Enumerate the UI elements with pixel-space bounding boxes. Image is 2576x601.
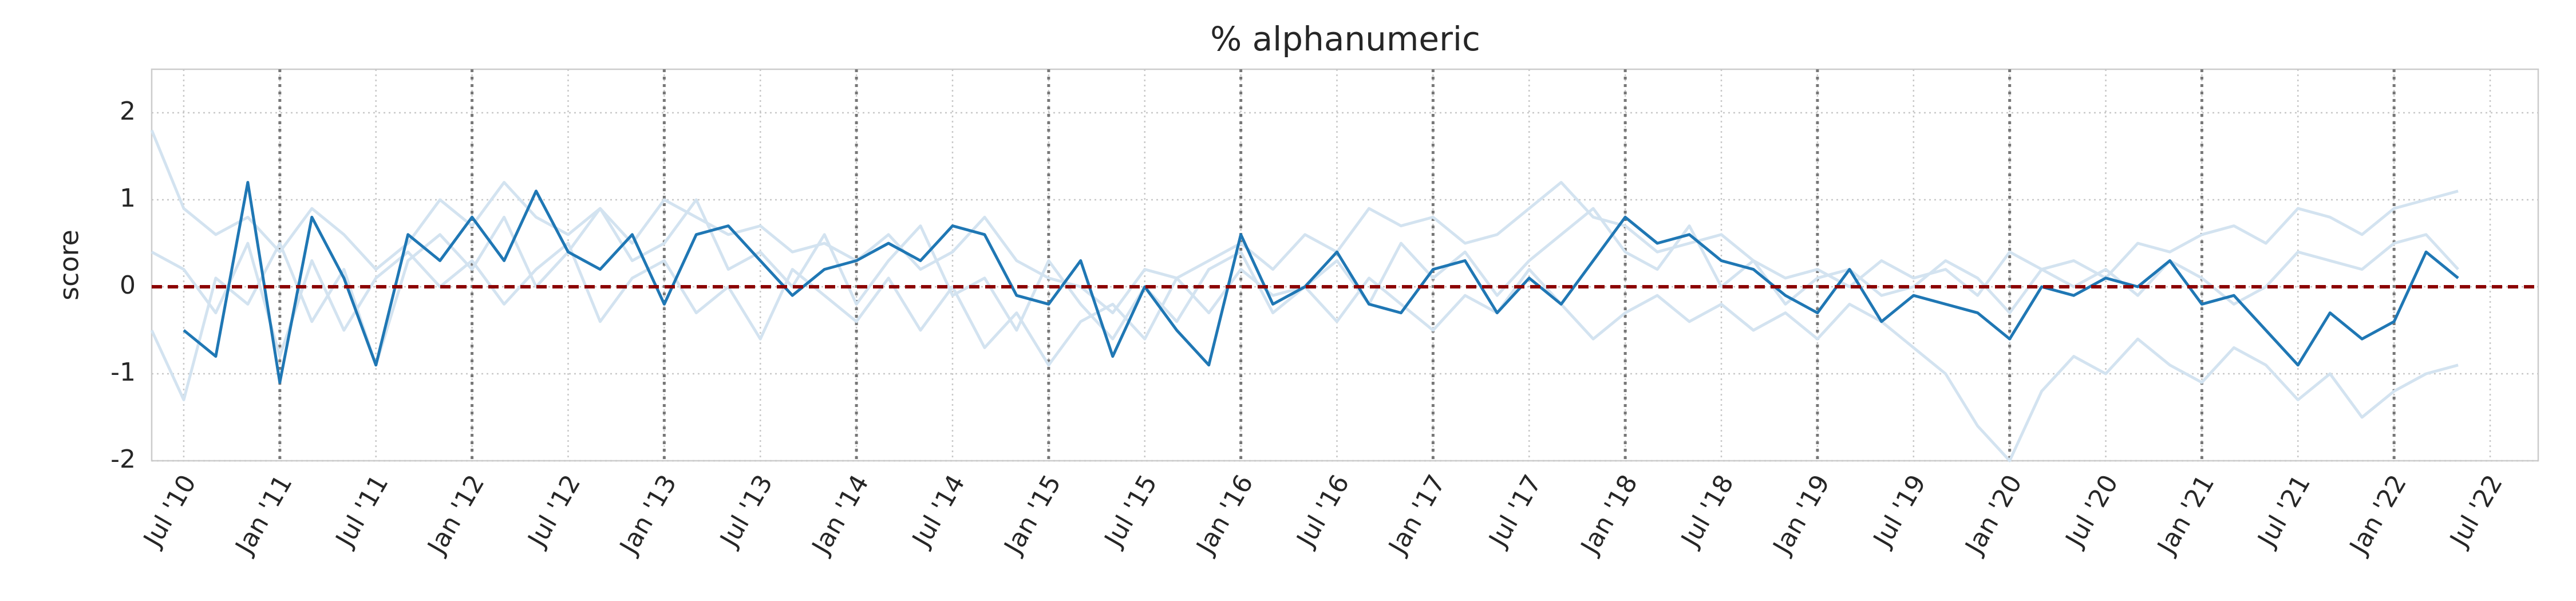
x-tick-label: Jan '16 <box>1190 470 1259 560</box>
x-tick-label: Jul '20 <box>2059 470 2124 553</box>
x-tick-label: Jan '12 <box>421 470 491 560</box>
y-tick-label: 0 <box>120 271 136 300</box>
x-tick-label: Jan '17 <box>1382 470 1452 560</box>
x-tick-label: Jan '18 <box>1574 470 1643 560</box>
x-tick-label: Jan '20 <box>1959 470 2028 560</box>
x-tick-label: Jul '17 <box>1483 470 1547 553</box>
y-tick-label: -2 <box>110 445 136 474</box>
y-tick-label: 2 <box>120 97 136 126</box>
x-tick-label: Jul '22 <box>2444 470 2508 553</box>
x-tick-label: Jul '15 <box>1098 470 1163 553</box>
x-tick-label: Jul '12 <box>521 470 586 553</box>
x-tick-label: Jan '11 <box>229 470 298 560</box>
x-tick-label: Jul '21 <box>2251 470 2316 553</box>
chart-title: % alphanumeric <box>1210 19 1480 58</box>
series-line <box>150 129 2459 315</box>
y-tick-label: 1 <box>120 184 136 213</box>
series-line <box>183 181 2459 384</box>
x-tick-label: Jul '19 <box>1867 470 1931 553</box>
x-tick-label: Jul '13 <box>714 470 779 553</box>
x-tick-label: Jan '13 <box>614 470 683 560</box>
y-tick-label: -1 <box>110 358 136 387</box>
x-tick-label: Jul '10 <box>137 470 202 553</box>
x-tick-label: Jul '11 <box>329 470 394 553</box>
x-tick-label: Jan '15 <box>998 470 1067 560</box>
x-tick-label: Jan '14 <box>805 470 875 560</box>
y-axis-label: score <box>54 230 85 300</box>
x-tick-label: Jul '16 <box>1290 470 1355 553</box>
x-tick-label: Jan '21 <box>2151 470 2221 560</box>
x-tick-label: Jan '22 <box>2343 470 2412 560</box>
x-tick-label: Jan '19 <box>1767 470 1836 560</box>
x-tick-label: Jul '18 <box>1675 470 1740 553</box>
x-tick-label: Jul '14 <box>906 470 971 553</box>
